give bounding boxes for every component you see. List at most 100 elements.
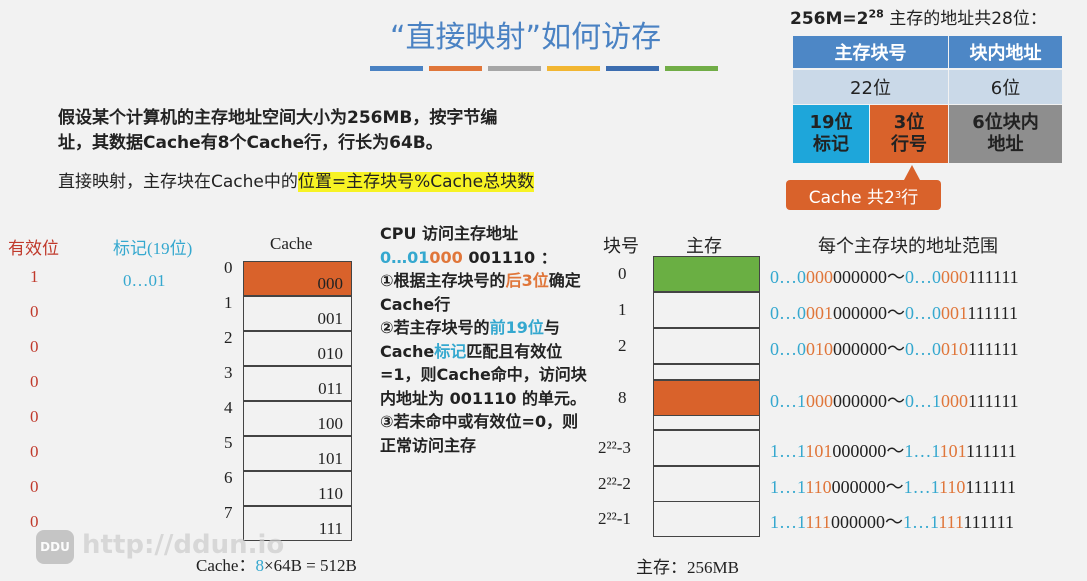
- range-tilde: ～: [887, 391, 905, 411]
- cache-line-index: 2: [224, 328, 233, 347]
- intro-line-3: 直接映射，主存块在Cache中的位置=主存块号%Cache总块数: [58, 167, 535, 192]
- address-part: 0…0: [770, 339, 806, 359]
- address-part: 000000: [831, 477, 886, 497]
- offset-bits: 6位: [949, 70, 1062, 104]
- address-range: 1…1110000000～1…1110111111: [770, 473, 1016, 499]
- memory-block: [653, 256, 760, 292]
- range-tilde: ～: [887, 303, 905, 323]
- address-part: 0…0: [770, 303, 806, 323]
- address-part: 1…1: [770, 477, 806, 497]
- cache-line-index: 6: [224, 468, 233, 487]
- address-range: 0…0000000000～0…0000111111: [770, 263, 1019, 289]
- address-part: 101: [805, 441, 833, 461]
- cache-header: Cache: [270, 234, 313, 253]
- watermark-logo: DDU: [36, 530, 74, 564]
- valid-bit: 0: [30, 337, 39, 356]
- range-header: 每个主存块的地址范围: [818, 236, 998, 256]
- address-part: 000000: [833, 303, 887, 323]
- block-number-bits: 22位: [793, 70, 948, 104]
- address-part: 000000: [832, 441, 887, 461]
- valid-bit: 0: [30, 442, 39, 461]
- block-number: 2²²-1: [598, 509, 631, 528]
- cache-lines-callout: Cache 共2 3 行: [786, 180, 941, 210]
- address-part: 111111: [968, 339, 1019, 359]
- cache-line: 000: [243, 261, 352, 296]
- title-color-bar: [370, 66, 423, 71]
- address-part: 101: [940, 441, 967, 461]
- rule-prefix: 直接映射，主存块在Cache中的: [58, 172, 298, 192]
- memory-block: [653, 430, 760, 466]
- range-tilde: ～: [885, 477, 904, 497]
- title-color-bars: [370, 66, 718, 71]
- address-part: 0…1: [905, 391, 941, 411]
- cache-line-index: 3: [224, 363, 233, 382]
- tag-value: 0…01: [123, 271, 166, 290]
- address-range: 1…1111000000～1…1111111111: [770, 508, 1014, 534]
- block-number: 2²²-2: [598, 474, 631, 493]
- tag-bits: 19位 标记: [793, 105, 869, 163]
- address-part: 111111: [967, 303, 1018, 323]
- address-range: 0…1000000000～0…1000111111: [770, 387, 1019, 413]
- address-part: 111111: [963, 512, 1015, 532]
- cache-line: 101: [243, 436, 352, 471]
- range-tilde: ～: [887, 267, 905, 287]
- cache-line: 001: [243, 296, 352, 331]
- address-part: 001: [941, 303, 968, 323]
- address-part: 000: [806, 267, 833, 287]
- cache-line-index: 1: [224, 293, 233, 312]
- address-part: 001: [806, 303, 833, 323]
- access-steps: CPU 访问主存地址 0…01000 001110 ： ①根据主存块号的后3位确…: [380, 224, 587, 455]
- intro-line-1: 假设某个计算机的主存地址空间大小为256MB，按字节编: [58, 108, 498, 128]
- offset-detail: 6位块内 地址: [949, 105, 1062, 163]
- title-color-bar: [665, 66, 718, 71]
- title-color-bar: [547, 66, 600, 71]
- address-part: 111: [938, 512, 964, 532]
- intro-line-2: 址，其数据Cache有8个Cache行，行长为64B。: [58, 133, 443, 153]
- memory-block: [653, 466, 760, 502]
- block-no-header: 块号: [603, 236, 639, 256]
- block-offset-header: 块内地址: [949, 36, 1062, 68]
- block-number-header: 主存块号: [793, 36, 948, 68]
- address-part: 0…1: [770, 391, 806, 411]
- memory-block: [653, 501, 760, 537]
- address-part: 0…0: [770, 267, 806, 287]
- address-part: 111111: [965, 477, 1017, 497]
- address-part: 0…0: [905, 267, 941, 287]
- callout-pointer: [904, 165, 920, 180]
- valid-bit: 0: [30, 407, 39, 426]
- valid-bit-header: 有效位: [8, 239, 59, 258]
- cache-line-index: 0: [224, 258, 233, 277]
- memory-block: [653, 328, 760, 364]
- memory-block: [653, 380, 760, 416]
- valid-bit: 1: [30, 267, 39, 286]
- cache-line-index: 5: [224, 433, 233, 452]
- cache-line: 110: [243, 471, 352, 506]
- valid-bit: 0: [30, 372, 39, 391]
- memory-block: [653, 292, 760, 328]
- cache-line: 010: [243, 331, 352, 366]
- address-part: 010: [941, 339, 968, 359]
- valid-bit: 0: [30, 512, 39, 531]
- cache-size: Cache：8×64B = 512B: [196, 556, 357, 575]
- range-tilde: ～: [886, 441, 905, 461]
- address-part: 000000: [833, 267, 887, 287]
- memory-header: 主存: [686, 236, 722, 256]
- cache-line-index: 7: [224, 503, 233, 522]
- address-part: 110: [939, 477, 966, 497]
- address-part: 000000: [833, 339, 887, 359]
- page-title: “直接映射”如何访存: [390, 20, 662, 55]
- cache-line: 011: [243, 366, 352, 401]
- memory-gap-row: [653, 415, 760, 430]
- cache-line: 111: [243, 506, 352, 541]
- address-part: 111: [805, 512, 832, 532]
- address-part: 1…1: [770, 441, 806, 461]
- title-color-bar: [429, 66, 482, 71]
- block-number: 2²²-3: [598, 438, 631, 457]
- range-tilde: ～: [885, 512, 904, 532]
- address-range: 0…0010000000～0…0010111111: [770, 335, 1019, 361]
- address-part: 0…0: [905, 339, 941, 359]
- valid-bit: 0: [30, 477, 39, 496]
- address-range: 0…0001000000～0…0001111111: [770, 299, 1018, 325]
- range-tilde: ～: [887, 339, 905, 359]
- line-bits: 3位 行号: [870, 105, 948, 163]
